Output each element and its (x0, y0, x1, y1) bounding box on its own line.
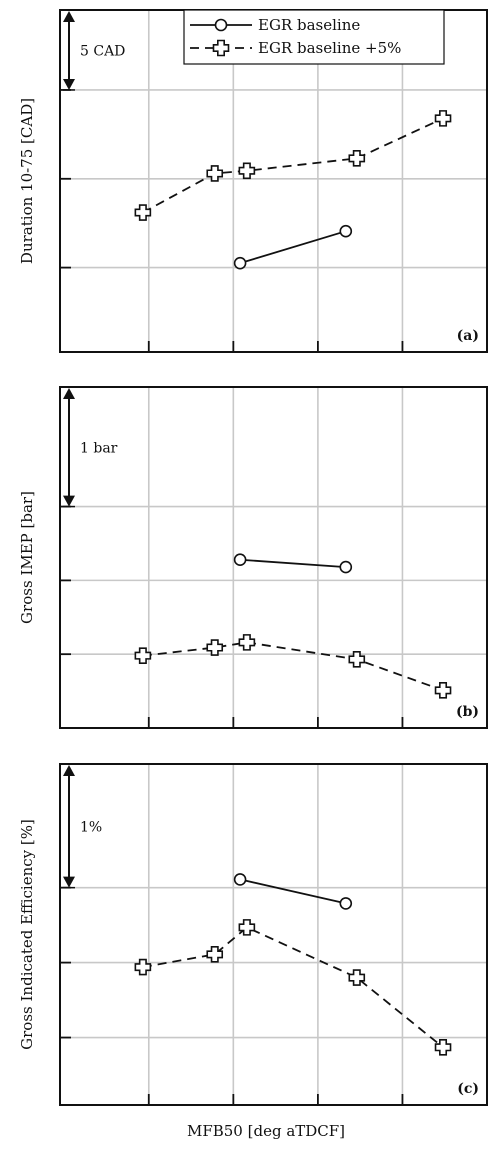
legend-label-baseline: EGR baseline (258, 16, 360, 34)
data-point-cross (348, 969, 366, 986)
scale-bar-arrow-up (63, 11, 75, 22)
panel-tag: (b) (456, 704, 479, 720)
series-line-egr-plus5 (142, 641, 444, 692)
data-point-cross (434, 682, 452, 699)
plot-frame (59, 386, 488, 729)
legend-cross-shape (212, 39, 230, 57)
scale-bar-label: 5 CAD (80, 43, 125, 59)
data-point-circle (339, 224, 353, 238)
scale-bar-arrow-up (63, 765, 75, 776)
data-point-cross (238, 919, 256, 936)
chart-panels: 5 CAD (a) Duration 10-75 [CAD] 1 bar (b) Gros… (18, 9, 488, 1106)
legend-box (183, 9, 445, 65)
y-axis-label: Duration 10-75 [CAD] (18, 98, 36, 264)
legend-marker-cross (212, 39, 230, 57)
data-point-circle (233, 553, 247, 567)
series-line-egr-baseline (239, 878, 346, 905)
plot-frame (59, 763, 488, 1106)
data-point-cross (134, 204, 152, 221)
series-line-egr-plus5 (142, 926, 444, 1048)
data-point-cross (238, 634, 256, 651)
chart-panel: 1% (c) Gross Indicated Efficiency [%] (18, 763, 488, 1106)
y-axis-label: Gross Indicated Efficiency [%] (18, 819, 36, 1050)
data-point-cross (206, 946, 224, 963)
legend: EGR baseline EGR baseline +5% (183, 9, 445, 65)
data-point-circle (339, 897, 353, 910)
series-line-egr-baseline (239, 230, 347, 265)
data-point-circle (233, 256, 247, 270)
chart-panel: 5 CAD (a) Duration 10-75 [CAD] (18, 9, 488, 353)
scale-bar-label: 1% (80, 819, 102, 835)
data-point-cross (206, 639, 224, 656)
data-point-circle (339, 560, 353, 574)
data-point-circle (233, 873, 247, 886)
data-point-cross (348, 150, 366, 167)
series-line-egr-plus5 (142, 117, 444, 214)
chart-panel: 1 bar (b) Gross IMEP [bar] (18, 386, 488, 729)
data-point-cross (434, 110, 452, 127)
data-point-cross (134, 958, 152, 976)
panel-tag: (c) (457, 1081, 479, 1097)
scale-bar-arrow-up (63, 388, 75, 399)
scale-bar-label: 1 bar (80, 440, 118, 456)
legend-marker-circle (214, 18, 228, 32)
data-point-cross (206, 165, 224, 182)
panel-tag: (a) (457, 328, 479, 344)
data-point-cross (434, 1038, 452, 1056)
y-axis-label: Gross IMEP [bar] (18, 491, 36, 624)
series-line-egr-baseline (240, 558, 346, 568)
data-point-cross (348, 651, 366, 668)
scale-bar-arrow-down (63, 495, 75, 507)
data-point-cross (134, 647, 152, 664)
scale-bar-arrow-down (63, 78, 75, 90)
legend-label-plus5: EGR baseline +5% (258, 39, 401, 57)
x-axis-label: MFB50 [deg aTDCF] (187, 1122, 345, 1140)
data-point-cross (238, 162, 256, 180)
scale-bar-arrow-down (63, 876, 75, 888)
